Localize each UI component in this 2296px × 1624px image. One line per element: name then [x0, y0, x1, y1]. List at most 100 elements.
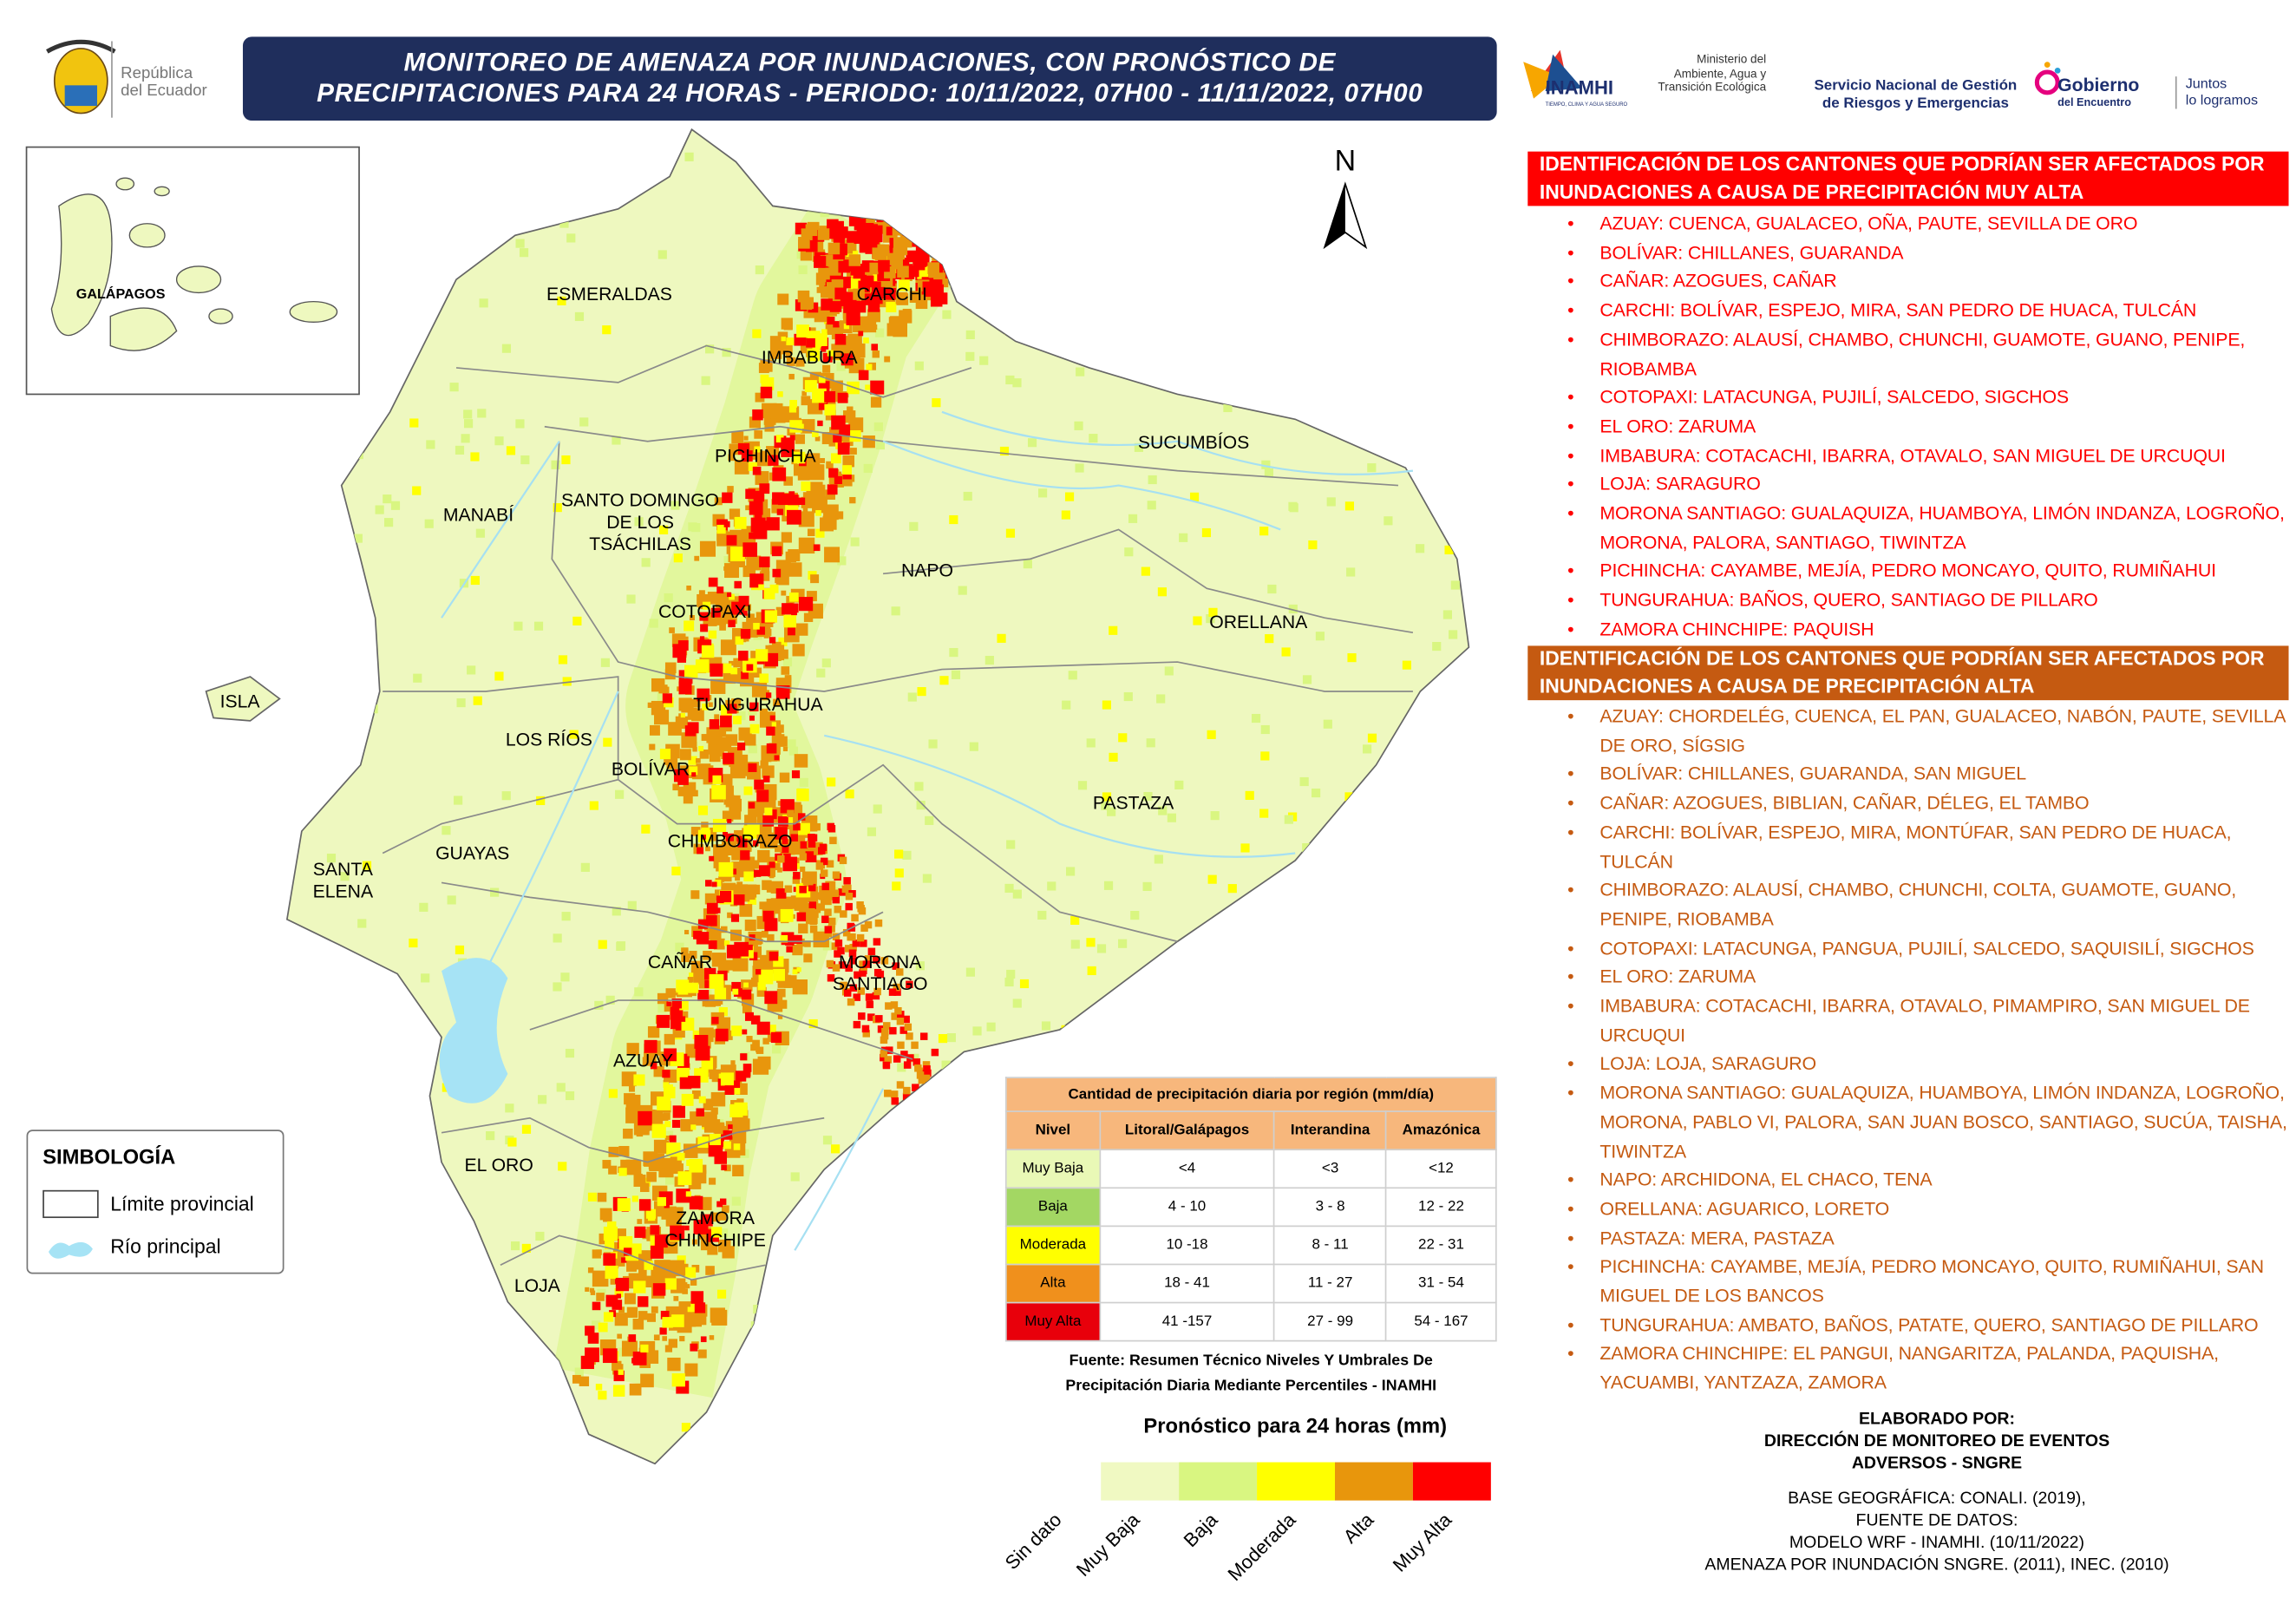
- province-label: NAPO: [901, 561, 953, 581]
- precip-cell: [723, 940, 730, 946]
- precip-cell: [691, 772, 697, 777]
- precip-cell: [840, 910, 847, 918]
- precip-cell: [860, 940, 867, 947]
- river: [882, 440, 1281, 531]
- precip-cell: [787, 562, 802, 577]
- precip-cell: [692, 1318, 702, 1327]
- precip-cell: [1377, 1020, 1386, 1030]
- precip-cell: [746, 1036, 753, 1043]
- precip-cell: [1245, 369, 1254, 378]
- precip-cell: [1432, 641, 1442, 652]
- precip-cell: [1109, 625, 1118, 635]
- canton-item: TUNGURAHUA: BAÑOS, QUERO, SANTIAGO DE PI…: [1563, 587, 2290, 616]
- precip-cell: [626, 1277, 633, 1284]
- precip-cell: [853, 288, 865, 301]
- province-label: AZUAY: [613, 1051, 673, 1071]
- precip-cell: [839, 856, 847, 865]
- precip-cell: [594, 1000, 604, 1010]
- precip-cell: [477, 409, 487, 418]
- precip-cell: [775, 827, 788, 840]
- precip-cell: [984, 1373, 994, 1383]
- precip-cell: [822, 286, 834, 298]
- precip-cell: [533, 621, 544, 631]
- precip-cell: [1398, 1004, 1409, 1013]
- precip-cell: [603, 1312, 614, 1322]
- precip-cell: [827, 317, 835, 325]
- precip-cell: [702, 703, 709, 710]
- logo-ring: [2034, 69, 2060, 95]
- precip-cell: [1193, 616, 1202, 625]
- precip-cell: [1143, 791, 1153, 802]
- precip-cell: [732, 988, 739, 995]
- precip-cell: [1369, 176, 1378, 186]
- precip-cell: [755, 392, 765, 403]
- precip-cell: [520, 1384, 529, 1393]
- precip-cell: [695, 1045, 710, 1061]
- credit-line: FUENTE DE DATOS:: [1855, 1512, 2018, 1530]
- precip-cell: [788, 603, 799, 613]
- precip-cell: [862, 960, 871, 968]
- precip-cell: [650, 1225, 660, 1235]
- boundary: [882, 528, 1414, 633]
- precip-cell: [762, 1038, 769, 1044]
- precip-cell: [824, 547, 841, 563]
- precip-cell: [690, 1279, 697, 1286]
- precip-cell: [448, 257, 457, 266]
- precip-cell: [1344, 353, 1354, 363]
- precip-cell: [752, 409, 763, 421]
- precip-cell: [793, 934, 802, 944]
- precip-cell: [827, 350, 834, 357]
- precip-cell: [393, 1308, 402, 1318]
- precip-cell: [363, 690, 373, 700]
- precip-cell: [746, 555, 762, 571]
- precip-cell: [681, 732, 697, 749]
- precip-cell: [814, 240, 824, 251]
- precip-cell: [1139, 1018, 1148, 1027]
- precip-cell: [824, 926, 833, 933]
- precip-cell: [696, 757, 701, 763]
- precip-cell: [1035, 233, 1044, 244]
- province-label: EL ORO: [465, 1156, 533, 1175]
- precip-cell: [913, 1058, 921, 1066]
- precip-cell: [697, 604, 703, 610]
- precip-cell: [629, 1115, 638, 1123]
- gobierno-mark: [2034, 62, 2061, 95]
- precip-cell: [806, 337, 815, 348]
- precip-cell: [844, 884, 852, 893]
- inamhi-text: INAMHI: [1545, 76, 1614, 99]
- precip-cell: [734, 516, 747, 529]
- precip-cell: [716, 586, 724, 594]
- republic-line: República: [121, 64, 193, 82]
- precip-cell: [633, 1280, 646, 1293]
- precip-cell: [742, 887, 756, 900]
- precip-cell: [505, 1103, 514, 1113]
- precip-cell: [725, 1121, 733, 1129]
- precip-cell: [885, 1002, 893, 1010]
- precip-cell: [625, 1159, 642, 1175]
- precip-cell: [1302, 392, 1312, 402]
- precip-cell: [689, 950, 697, 959]
- precip-cell: [731, 431, 744, 444]
- precip-cell: [566, 233, 576, 243]
- precip-cell: [814, 333, 827, 346]
- precip-cell: [1246, 294, 1256, 304]
- province-label: TUNGURAHUA: [693, 695, 823, 715]
- precip-cell: [788, 494, 799, 506]
- precip-cell: [616, 941, 626, 951]
- precip-cell: [690, 890, 700, 900]
- precip-cell: [664, 662, 677, 674]
- precip-cell: [1035, 302, 1044, 311]
- precip-cell: [699, 612, 709, 621]
- legend-swatch: [1257, 1462, 1335, 1501]
- precip-cell: [610, 1277, 618, 1285]
- precip-cell: [649, 619, 658, 628]
- precip-cell: [805, 224, 818, 237]
- precip-cell: [858, 370, 869, 381]
- precip-cell: [1164, 666, 1174, 676]
- precip-cell: [587, 1192, 598, 1202]
- precip-cell: [832, 895, 841, 904]
- precip-cell: [919, 1032, 928, 1040]
- precip-cell: [494, 436, 504, 446]
- precip-cell: [894, 849, 904, 859]
- precip-cell: [731, 1116, 748, 1132]
